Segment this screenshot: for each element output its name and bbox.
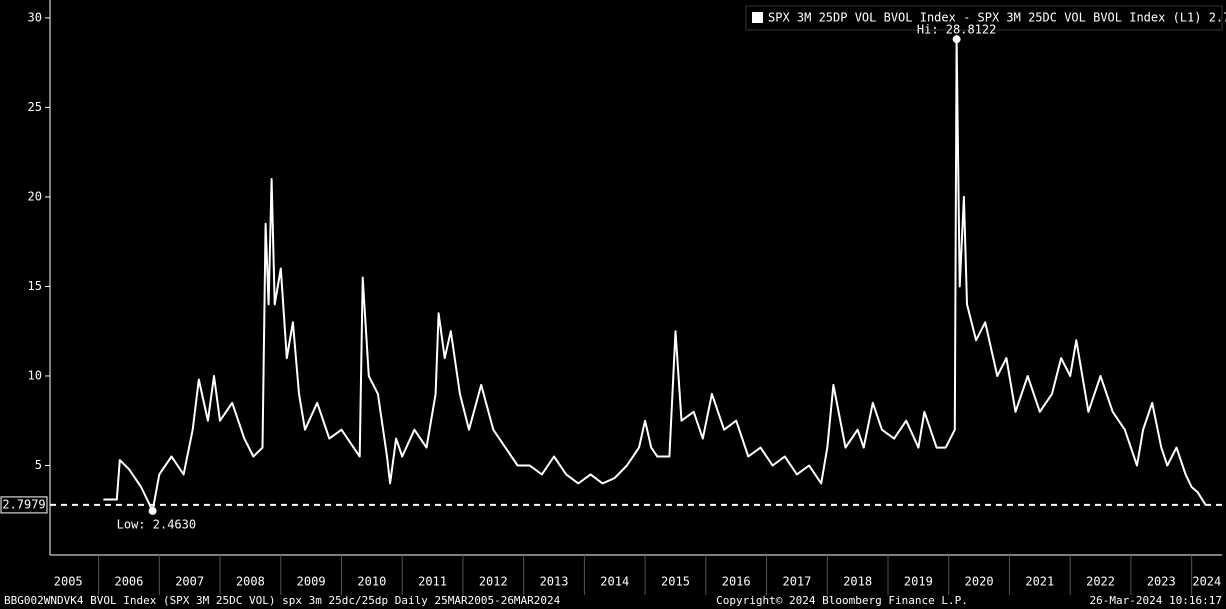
- x-tick-label: 2007: [175, 575, 204, 589]
- x-tick-label: 2008: [236, 575, 265, 589]
- y-tick-label: 15: [28, 279, 42, 293]
- y-tick-label: 20: [28, 189, 42, 203]
- y-tick-label: 30: [28, 10, 42, 24]
- high-label: Hi: 28.8122: [917, 23, 996, 37]
- x-tick-label: 2012: [479, 575, 508, 589]
- x-tick-label: 2020: [965, 575, 994, 589]
- x-tick-label: 2019: [904, 575, 933, 589]
- footer-center: Copyright© 2024 Bloomberg Finance L.P.: [716, 594, 968, 607]
- x-tick-label: 2006: [114, 575, 143, 589]
- high-marker: [952, 35, 961, 44]
- low-label: Low: 2.4630: [117, 517, 196, 531]
- legend-box: [745, 5, 1223, 31]
- x-tick-label: 2022: [1086, 575, 1115, 589]
- x-tick-label: 2011: [418, 575, 447, 589]
- x-tick-label: 2017: [782, 575, 811, 589]
- y-tick-label: 10: [28, 368, 42, 382]
- low-marker: [148, 506, 157, 515]
- x-tick-label: 2021: [1025, 575, 1054, 589]
- legend-swatch: [752, 12, 763, 23]
- x-tick-label: 2014: [600, 575, 629, 589]
- x-tick-label: 2009: [297, 575, 326, 589]
- legend-label: SPX 3M 25DP VOL BVOL Index - SPX 3M 25DC…: [768, 11, 1226, 25]
- x-tick-label: 2015: [661, 575, 690, 589]
- x-tick-label: 2005: [54, 575, 83, 589]
- last-value-label: 2.7979: [2, 497, 45, 511]
- x-tick-label: 2013: [540, 575, 569, 589]
- last-value-box: [0, 496, 48, 514]
- y-tick-label: 5: [35, 458, 42, 472]
- x-tick-label: 2018: [843, 575, 872, 589]
- footer-right: 26-Mar-2024 10:16:17: [1090, 594, 1222, 607]
- footer-left: BBG002WNDVK4 BVOL Index (SPX 3M 25DC VOL…: [4, 594, 561, 607]
- x-tick-label: 2016: [722, 575, 751, 589]
- series-line: [103, 38, 1207, 512]
- y-tick-label: 25: [28, 100, 42, 114]
- x-tick-label: 2023: [1147, 575, 1176, 589]
- x-tick-label: 2024: [1192, 575, 1221, 589]
- x-tick-label: 2010: [357, 575, 386, 589]
